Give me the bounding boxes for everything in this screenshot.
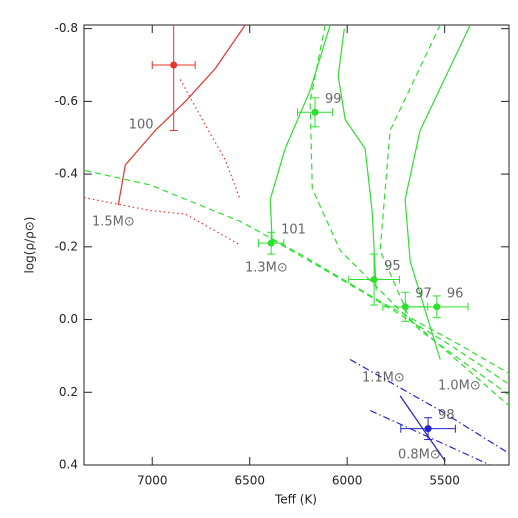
y-tick-label: 0.2 — [59, 385, 78, 399]
x-tick-label: 6000 — [332, 474, 363, 488]
track-line — [337, 28, 377, 291]
track-line — [117, 25, 246, 206]
track-label: 1.3M⊙ — [245, 261, 288, 276]
point-label: 101 — [281, 223, 306, 238]
y-tick-label: -0.6 — [55, 94, 78, 108]
track-line — [379, 25, 509, 407]
y-tick-label: 0.4 — [59, 458, 78, 472]
y-tick-label: -0.4 — [55, 167, 78, 181]
point-label: 98 — [438, 408, 455, 423]
x-tick-label: 6500 — [234, 474, 265, 488]
track-line — [309, 25, 509, 396]
y-tick-label: 0.0 — [59, 312, 78, 326]
plot-frame — [83, 24, 510, 466]
y-axis-label: log(ρ/ρ⊙) — [23, 217, 37, 274]
data-point — [433, 303, 441, 311]
track-line — [349, 358, 509, 455]
data-point — [424, 425, 432, 433]
data-point — [267, 239, 275, 247]
point-label: 95 — [384, 259, 401, 274]
point-label: 97 — [415, 286, 432, 301]
point-label: 100 — [129, 118, 154, 133]
track-line — [404, 25, 471, 360]
track-label: 1.0M⊙ — [438, 379, 481, 394]
plot-area — [84, 25, 509, 465]
data-point — [311, 108, 319, 116]
data-point — [170, 61, 178, 69]
point-label: 96 — [447, 286, 464, 301]
y-tick-label: -0.8 — [55, 21, 78, 35]
data-point — [370, 276, 378, 284]
track-label: 1.5M⊙ — [92, 215, 135, 230]
track-line — [369, 409, 491, 465]
x-tick-label: 5500 — [429, 474, 460, 488]
track-line — [85, 169, 509, 375]
x-tick-label: 7000 — [137, 474, 168, 488]
track-line — [179, 79, 241, 200]
y-tick-label: -0.2 — [55, 239, 78, 253]
point-label: 99 — [325, 92, 342, 107]
x-axis-label: Teff (K) — [274, 493, 317, 507]
track-label: 1.1M⊙ — [362, 371, 405, 386]
track-label: 0.8M⊙ — [398, 448, 441, 463]
